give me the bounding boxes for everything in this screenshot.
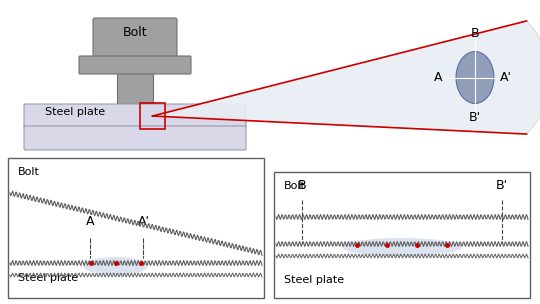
Text: A: A [86,215,95,228]
Text: A': A' [138,215,150,228]
Text: B': B' [496,179,508,192]
FancyBboxPatch shape [24,126,246,150]
Text: Bolt: Bolt [18,167,40,177]
Bar [117,63,153,123]
Text: Steel plate: Steel plate [284,275,344,285]
Bar [274,172,530,298]
Text: A: A [434,71,442,84]
Ellipse shape [342,238,462,256]
Ellipse shape [456,51,494,103]
Text: B': B' [469,111,481,124]
Text: Bolt: Bolt [284,181,306,191]
FancyBboxPatch shape [24,104,246,128]
Text: Bolt: Bolt [123,26,147,39]
Ellipse shape [83,257,148,275]
Text: B: B [298,179,306,192]
Text: A': A' [500,71,512,84]
Text: B: B [471,27,480,40]
Bar [8,158,264,298]
Polygon shape [152,21,540,134]
Text: Steel plate: Steel plate [18,273,78,283]
FancyBboxPatch shape [93,18,177,64]
Text: Steel plate: Steel plate [45,107,105,117]
FancyBboxPatch shape [79,56,191,74]
Bar [140,103,165,129]
